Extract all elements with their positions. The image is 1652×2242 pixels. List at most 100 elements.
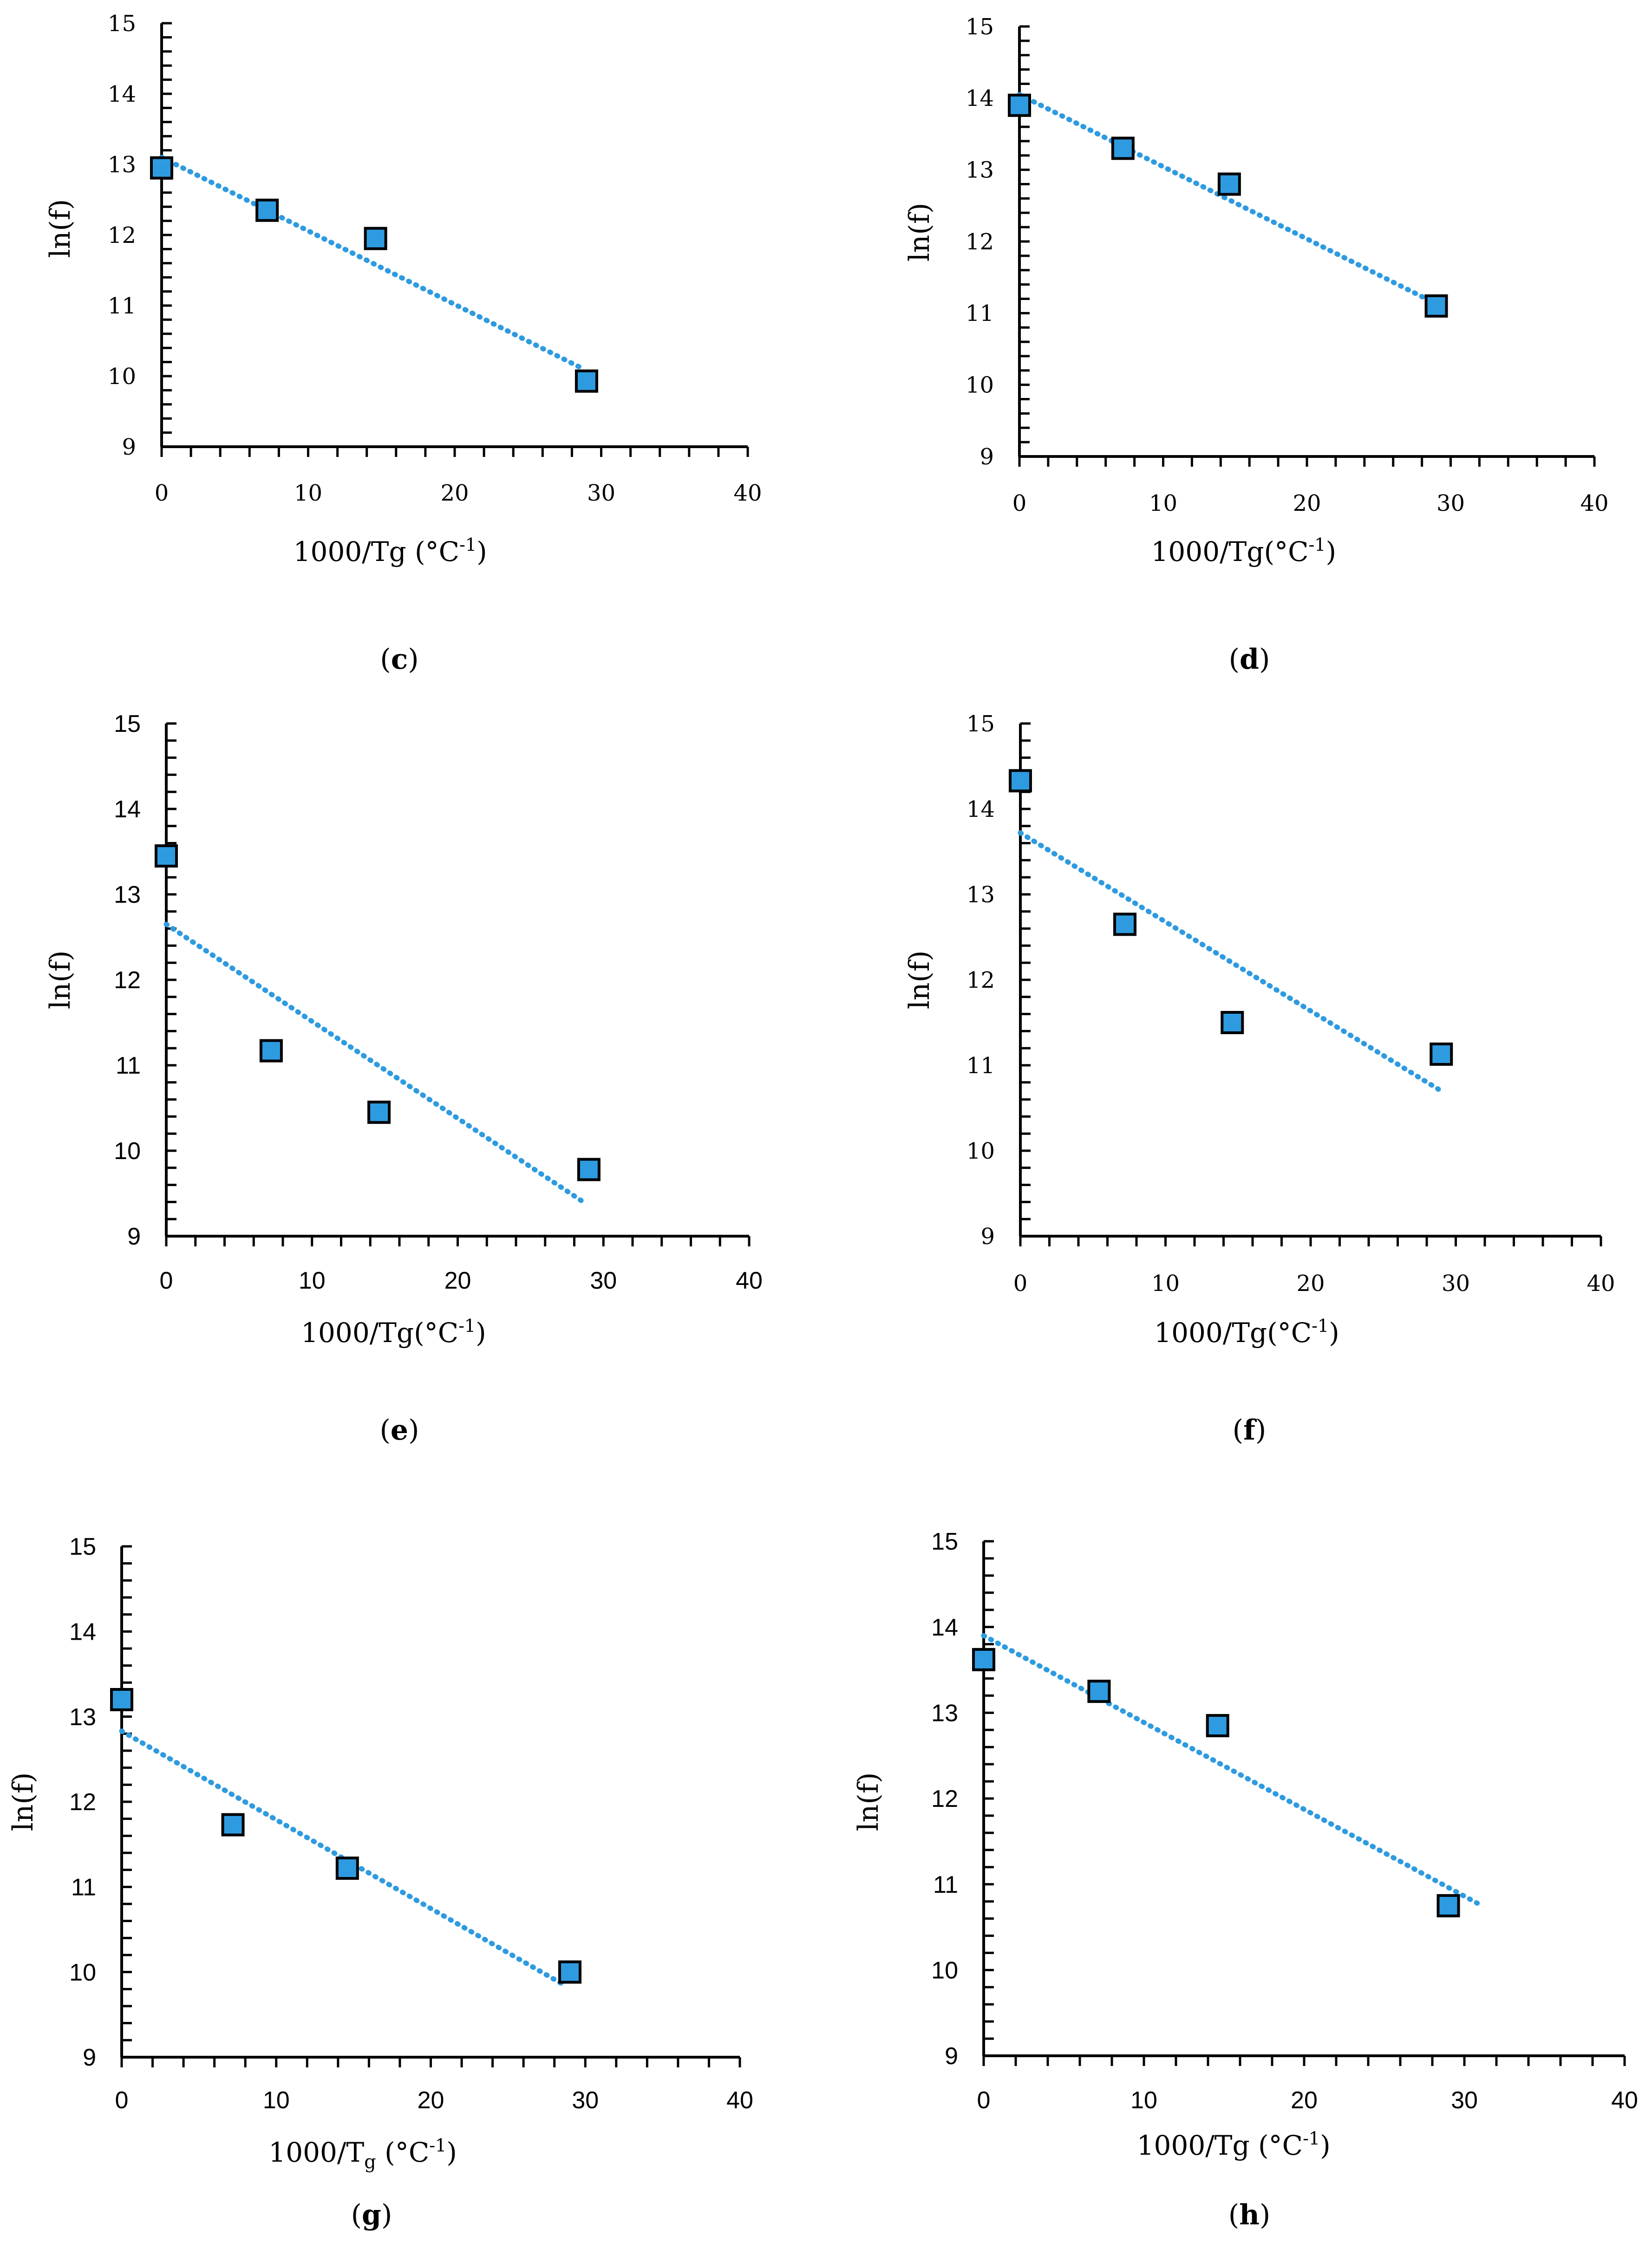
chart-panel-h: 0 10 20 30 40 9 10 11 12 13 14 15 1000/Tg (°C-1) ln(f…: [852, 1528, 1638, 2231]
y-tick-label: 15: [931, 1528, 958, 1555]
data-point: [1424, 294, 1448, 318]
y-tick-label: 13: [69, 1704, 96, 1731]
x-tick-label: 0: [115, 2087, 129, 2114]
data-point: [259, 1039, 283, 1062]
data-point: [558, 1960, 581, 1984]
data-point: [972, 1648, 995, 1671]
data-point: [1217, 172, 1241, 196]
y-axis-title: ln(f): [44, 951, 77, 1010]
x-tick-label: 20: [1293, 490, 1321, 516]
x-tick-label: 30: [1442, 1271, 1470, 1297]
chart-panel-c: 0 10 20 30 40 9 10 11 12 13 14 15 1000/Tg (°C-1) ln(f…: [44, 11, 762, 676]
y-tick-label: 9: [980, 1224, 995, 1250]
x-tick-label: 30: [1451, 2087, 1478, 2114]
x-tick-label: 10: [299, 1267, 326, 1294]
y-tick-label: 12: [931, 1786, 958, 1812]
chart-panel-d: 0 10 20 30 40 9 10 11 12 13 14 15 1000/Tg(°C-1) ln(f)…: [903, 14, 1609, 676]
x-tick-label: 40: [1580, 490, 1608, 516]
y-tick-label: 11: [108, 293, 136, 319]
y-tick-label: 10: [966, 1138, 995, 1164]
data-point: [155, 844, 178, 868]
y-tick-label: 10: [114, 1138, 141, 1165]
x-tick-label: 40: [726, 2087, 753, 2114]
x-axis-title: 1000/Tg(°C-1): [301, 1316, 486, 1349]
y-tick-label: 9: [945, 2043, 958, 2070]
data-point: [150, 156, 173, 180]
y-tick-label: 11: [966, 300, 994, 326]
y-tick-label: 15: [69, 1533, 96, 1560]
x-tick-label: 30: [572, 2087, 599, 2114]
y-tick-label: 13: [108, 152, 136, 178]
trendline: [119, 1728, 569, 1989]
y-tick-label: 15: [966, 711, 995, 737]
x-axis-title: 1000/Tg (°C-1): [268, 2135, 457, 2173]
data-point: [1430, 1043, 1453, 1066]
x-tick-label: 40: [733, 480, 762, 506]
y-tick-label: 10: [931, 1957, 958, 1984]
data-point: [1437, 1894, 1460, 1917]
panel-label-g: (g): [351, 2199, 392, 2231]
panel-label-d: (d): [1229, 643, 1270, 676]
data-point: [577, 1158, 601, 1181]
y-tick-label: 15: [114, 710, 141, 737]
x-axis-title: 1000/Tg (°C-1): [1137, 2128, 1331, 2161]
x-tick-label: 20: [444, 1267, 471, 1294]
y-tick-label: 14: [108, 81, 136, 107]
data-point: [255, 198, 279, 222]
x-tick-label: 40: [736, 1267, 763, 1294]
x-tick-label: 20: [1291, 2087, 1318, 2114]
y-tick-label: 12: [966, 967, 995, 993]
y-tick-label: 11: [116, 1052, 141, 1079]
x-axis-title: 1000/Tg (°C-1): [294, 534, 487, 567]
y-axis-title: ln(f): [903, 203, 936, 262]
y-tick-label: 14: [966, 85, 994, 111]
x-tick-label: 0: [977, 2087, 991, 2114]
chart-panel-e: 0 10 20 30 40 9 10 11 12 13 14 15 1000/Tg(°C-1) ln(f)…: [44, 710, 763, 1447]
data-point: [1113, 912, 1136, 936]
data-point: [1111, 137, 1135, 160]
y-tick-label: 13: [966, 157, 994, 183]
data-point: [110, 1688, 133, 1711]
y-tick-label: 11: [966, 1053, 995, 1079]
y-tick-label: 13: [114, 881, 141, 908]
y-tick-label: 14: [966, 796, 995, 822]
data-point: [367, 1101, 391, 1124]
x-tick-label: 20: [440, 480, 469, 506]
y-tick-label: 10: [108, 364, 136, 390]
data-point: [221, 1813, 245, 1837]
data-point: [335, 1857, 359, 1880]
y-tick-label: 14: [114, 796, 141, 823]
x-tick-label: 30: [587, 480, 615, 506]
x-tick-label: 20: [418, 2087, 444, 2114]
y-tick-label: 12: [114, 967, 141, 994]
x-tick-label: 0: [160, 1267, 173, 1294]
trendline: [1017, 92, 1436, 305]
y-tick-label: 9: [979, 444, 994, 470]
x-tick-label: 10: [1151, 1271, 1180, 1297]
y-tick-label: 13: [931, 1700, 958, 1727]
y-tick-label: 15: [966, 14, 994, 40]
y-tick-label: 14: [931, 1614, 958, 1641]
data-point: [1087, 1680, 1111, 1703]
chart-panel-g: 0 10 20 30 40 9 10 11 12 13 14 15 1000/Tg (°C-1) ln(f…: [7, 1533, 753, 2231]
data-point: [575, 369, 598, 393]
y-axis-title: ln(f): [903, 951, 936, 1010]
x-axis-title: 1000/Tg(°C-1): [1154, 1316, 1339, 1349]
panel-label-h: (h): [1228, 2199, 1270, 2231]
x-tick-label: 40: [1611, 2087, 1638, 2114]
x-tick-label: 40: [1587, 1271, 1615, 1297]
y-axis-title: ln(f): [7, 1773, 39, 1831]
y-tick-label: 10: [69, 1959, 96, 1986]
y-tick-label: 9: [122, 434, 136, 460]
data-point: [1206, 1714, 1229, 1738]
trendline: [163, 921, 589, 1206]
y-tick-label: 11: [71, 1874, 96, 1901]
data-point: [364, 227, 387, 250]
trendline: [1018, 830, 1441, 1092]
y-tick-label: 12: [108, 222, 136, 248]
y-axis-title: ln(f): [44, 199, 77, 258]
x-tick-label: 0: [1013, 1271, 1028, 1297]
chart-panel-f: 0 10 20 30 40 9 10 11 12 13 14 15 1000/Tg(°C-1) ln(f)…: [903, 711, 1615, 1447]
y-tick-label: 11: [933, 1871, 958, 1898]
